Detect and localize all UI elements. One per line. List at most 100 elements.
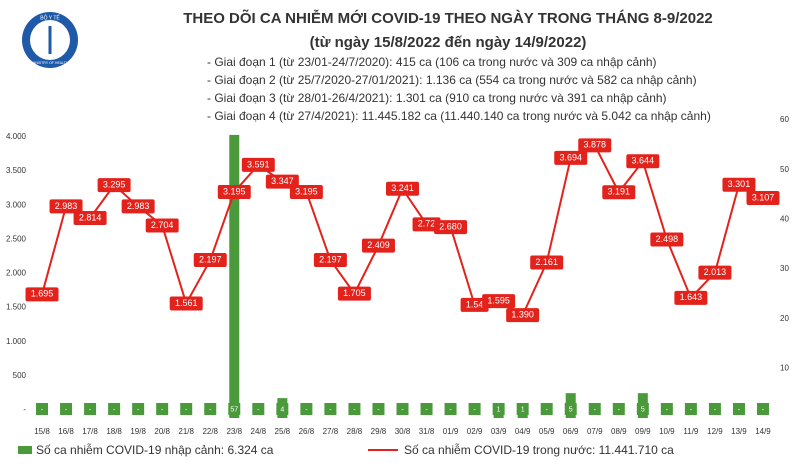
line-label: 2.013: [704, 267, 727, 277]
y-tick-label: 3.000: [6, 200, 27, 209]
bar-label: 5: [569, 406, 573, 413]
line-label-box: [313, 253, 347, 268]
x-tick-label: 13/9: [731, 427, 747, 436]
bar-label: -: [666, 406, 669, 413]
bar-label-box: [636, 403, 649, 415]
bar-label: -: [89, 406, 92, 413]
bar-label-box: [324, 403, 337, 415]
line-label-box: [145, 218, 179, 233]
x-tick-label: 16/8: [58, 427, 74, 436]
x-tick-label: 04/9: [515, 427, 531, 436]
x-tick-label: 20/8: [154, 427, 170, 436]
bar-label-box: [276, 403, 289, 415]
y-tick-label: 1.500: [6, 303, 27, 312]
note: - Giai đoạn 3 (từ 28/01-26/4/2021): 1.30…: [207, 91, 667, 105]
line-label: 2.814: [79, 212, 102, 222]
x-tick-label: 03/9: [491, 427, 507, 436]
line-label-box: [578, 138, 612, 153]
y-tick-label: 2.000: [6, 269, 27, 278]
line-label: 2.680: [439, 221, 462, 231]
line-label-box: [121, 199, 155, 214]
y2-tick-label: 20: [780, 314, 789, 323]
line-label-box: [412, 217, 441, 232]
bar-label-box: [156, 403, 169, 415]
bar-label: -: [449, 406, 452, 413]
bar-label: 5: [641, 406, 645, 413]
bar-label: -: [618, 406, 621, 413]
x-tick-label: 01/9: [443, 427, 459, 436]
bar-label-box: [372, 403, 385, 415]
line-label: 2.409: [367, 240, 390, 250]
x-tick-label: 14/9: [755, 427, 771, 436]
line-label-box: [289, 184, 323, 199]
bar-label: -: [762, 406, 765, 413]
x-tick-label: 19/8: [130, 427, 146, 436]
bar-label: -: [353, 406, 356, 413]
bar-label: -: [425, 406, 428, 413]
bar-label-box: [300, 403, 313, 415]
bar-label-box: [588, 403, 601, 415]
line-label: 2.161: [535, 257, 558, 267]
line-label-box: [554, 150, 588, 165]
bar-label-box: [684, 403, 697, 415]
line-label-box: [97, 178, 131, 193]
y2-tick-label: 50: [780, 165, 789, 174]
line-label: 1.390: [511, 310, 534, 320]
bar-label: -: [690, 406, 693, 413]
line-label-box: [722, 177, 756, 192]
line-label: 3.295: [103, 179, 126, 189]
line-label-box: [337, 286, 371, 301]
bar-label: -: [161, 406, 164, 413]
bar-label-box: [756, 403, 769, 415]
x-tick-label: 21/8: [178, 427, 194, 436]
x-tick-label: 02/9: [467, 427, 483, 436]
x-tick-label: 11/9: [683, 427, 699, 436]
line-label: 2.704: [151, 220, 174, 230]
bar-label: -: [377, 406, 380, 413]
y-tick-label: 4.000: [6, 132, 27, 141]
bar-label-box: [132, 403, 145, 415]
bar-label-box: [60, 403, 73, 415]
line-label: 2.983: [55, 201, 78, 211]
bar-label: -: [714, 406, 717, 413]
line-label-box: [169, 296, 203, 311]
logo: BỘ Y TẾ MINISTRY OF HEALTH: [22, 12, 78, 68]
line-label-box: [674, 290, 708, 305]
bar-label-box: [228, 403, 241, 415]
y2-tick-label: 40: [780, 214, 789, 223]
bar-label-box: [468, 403, 481, 415]
x-tick-label: 22/8: [202, 427, 218, 436]
bar-label: 4: [280, 406, 284, 413]
logo-bottom: MINISTRY OF HEALTH: [32, 61, 69, 65]
bar-label: -: [113, 406, 116, 413]
line-label: 3.644: [632, 156, 655, 166]
chart-subtitle: (từ ngày 15/8/2022 đến ngày 14/9/2022): [310, 34, 587, 51]
x-tick-label: 30/8: [395, 427, 411, 436]
y-tick-label: 3.500: [6, 166, 27, 175]
legend-swatch: [18, 446, 32, 454]
line-label: 3.191: [608, 187, 631, 197]
line-label-box: [361, 238, 395, 253]
line-label-box: [626, 154, 660, 169]
bar: [493, 413, 504, 418]
line-label-box: [698, 265, 732, 280]
x-tick-label: 10/9: [659, 427, 675, 436]
line-label-box: [602, 185, 636, 200]
x-tick-label: 12/9: [707, 427, 723, 436]
bar-label: -: [65, 406, 68, 413]
line-label: 3.878: [583, 140, 606, 150]
line-label-box: [650, 232, 684, 247]
y2-tick-label: 60: [780, 115, 789, 124]
bar-label-box: [564, 403, 577, 415]
bar-label-box: [612, 403, 625, 415]
bar-label: -: [401, 406, 404, 413]
bar-label: -: [257, 406, 260, 413]
x-tick-label: 29/8: [371, 427, 387, 436]
bar-label: -: [473, 406, 476, 413]
bar-label: -: [137, 406, 140, 413]
x-tick-label: 07/9: [587, 427, 603, 436]
bar-label-box: [348, 403, 361, 415]
line-label: 3.591: [247, 159, 270, 169]
bar-label-box: [84, 403, 97, 415]
